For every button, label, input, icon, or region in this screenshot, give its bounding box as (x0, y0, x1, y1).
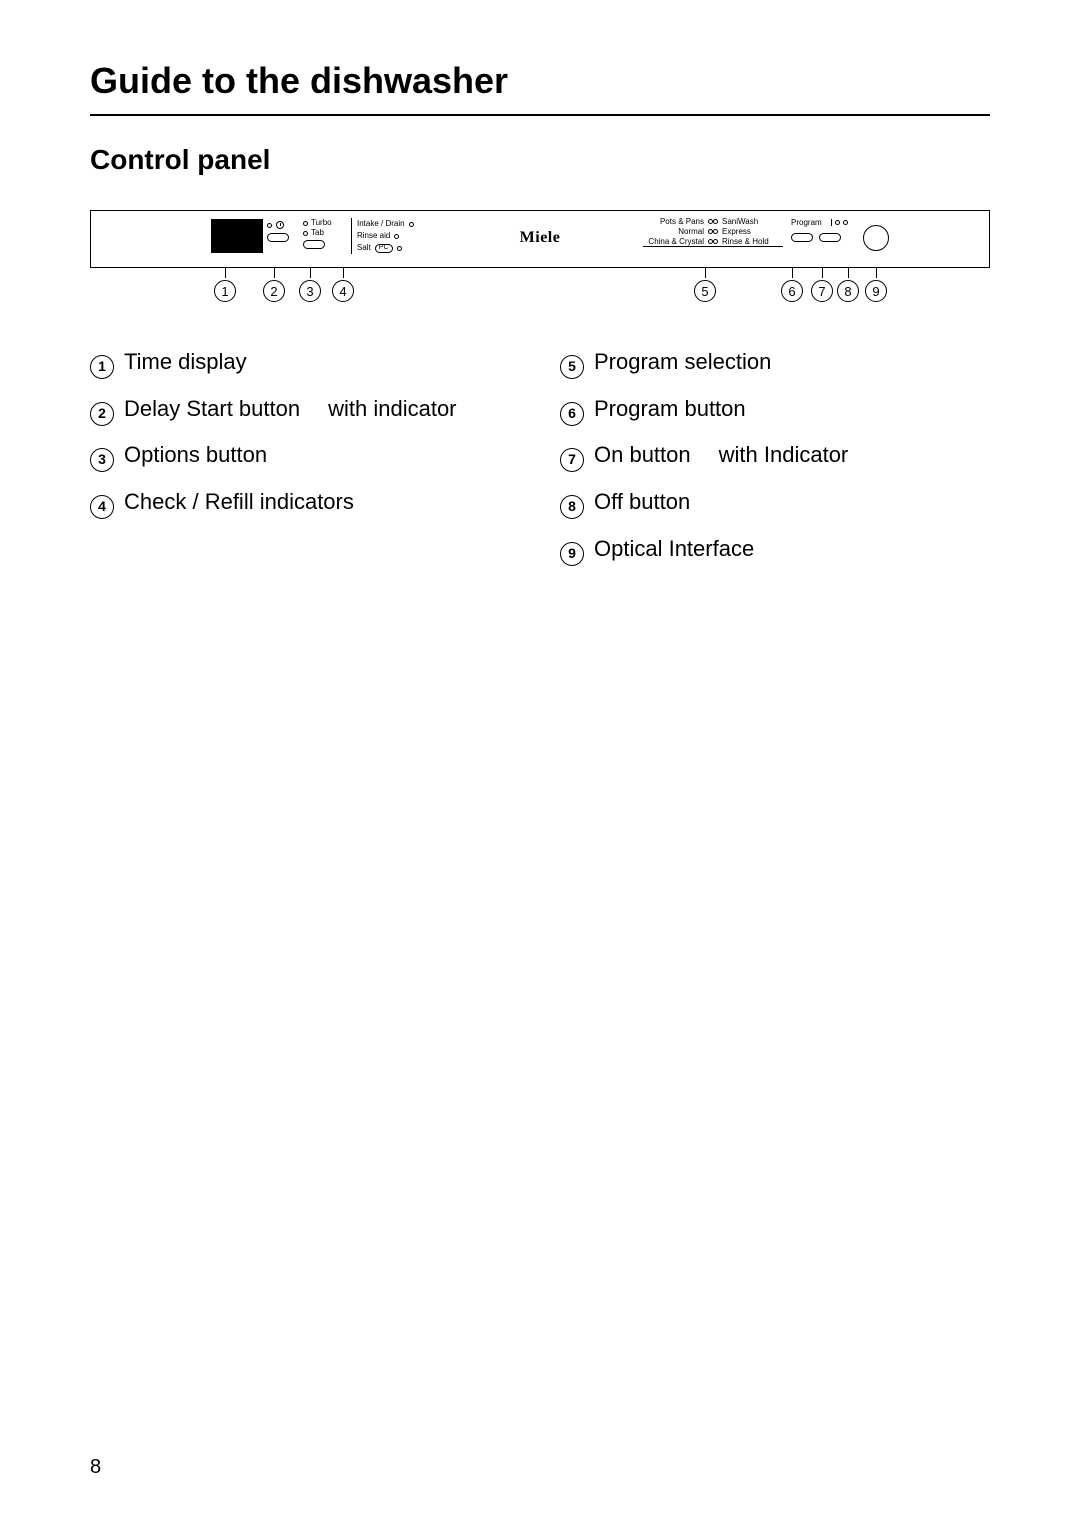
legend-text: Program button (594, 389, 746, 430)
callout-6: 6 (781, 268, 803, 302)
led-icon (409, 222, 414, 227)
program-right-label: Rinse & Hold (722, 238, 783, 248)
clock-icon (276, 221, 284, 229)
legend-secondary-text: with indicator (328, 396, 456, 421)
program-right-label: SaniWash (722, 218, 783, 227)
control-panel-outline: Turbo Tab Intake / Drain Rinse aid (90, 210, 990, 268)
legend-item-3: 3 Options button (90, 435, 520, 476)
led-icon (843, 220, 848, 225)
led-icon (303, 231, 308, 236)
title-rule (90, 114, 990, 116)
legend-text: On buttonwith Indicator (594, 435, 848, 476)
options-button (303, 240, 325, 249)
legend-item-8: 8 Off button (560, 482, 990, 523)
legend-item-7: 7 On buttonwith Indicator (560, 435, 990, 476)
legend-left-column: 1 Time display 2 Delay Start buttonwith ind… (90, 342, 520, 575)
legend-text: Program selection (594, 342, 771, 383)
callout-3: 3 (299, 268, 321, 302)
legend-number: 7 (560, 448, 584, 472)
program-led-pair (704, 238, 722, 248)
callout-1: 1 (214, 268, 236, 302)
legend-text: Optical Interface (594, 529, 754, 570)
led-icon (835, 220, 840, 225)
legend-number: 1 (90, 355, 114, 379)
program-selection-area: Pots & Pans SaniWash Normal Express China & … (643, 218, 783, 247)
program-left-label: Pots & Pans (643, 218, 704, 227)
legend-item-4: 4 Check / Refill indicators (90, 482, 520, 523)
legend-text: Off button (594, 482, 690, 523)
legend-number: 4 (90, 495, 114, 519)
callout-2: 2 (263, 268, 285, 302)
legend-item-1: 1 Time display (90, 342, 520, 383)
legend-item-2: 2 Delay Start buttonwith indicator (90, 389, 520, 430)
on-indicator-leds (831, 219, 848, 226)
legend-number: 9 (560, 542, 584, 566)
legend-item-5: 5 Program selection (560, 342, 990, 383)
callout-7: 7 (811, 268, 833, 302)
page-title: Guide to the dishwasher (90, 60, 990, 102)
led-icon (394, 234, 399, 239)
legend-right-column: 5 Program selection 6 Program button 7 On but… (560, 342, 990, 575)
legend-secondary-text: with Indicator (719, 442, 849, 467)
manual-page: Guide to the dishwasher Control panel Tu… (0, 0, 1080, 1529)
delay-start-area (267, 221, 301, 242)
intake-drain-label: Intake / Drain (357, 220, 405, 229)
legend-number: 2 (90, 402, 114, 426)
page-number: 8 (90, 1456, 101, 1479)
time-display (211, 219, 263, 253)
callout-row: 1234 5 6789 (90, 268, 990, 302)
led-icon (397, 246, 402, 251)
program-button (791, 233, 813, 242)
brand-logo: Miele (520, 229, 561, 247)
legend-item-6: 6 Program button (560, 389, 990, 430)
program-left-label: China & Crystal (643, 238, 704, 248)
legend-number: 6 (560, 402, 584, 426)
refill-indicator-area: Intake / Drain Rinse aid Salt PC (351, 218, 431, 254)
legend-text: Time display (124, 342, 247, 383)
callout-8: 8 (837, 268, 859, 302)
legend-item-9: 9 Optical Interface (560, 529, 990, 570)
control-panel-figure: Turbo Tab Intake / Drain Rinse aid (90, 210, 990, 302)
rinse-aid-label: Rinse aid (357, 232, 390, 241)
legend-number: 5 (560, 355, 584, 379)
legend: 1 Time display 2 Delay Start buttonwith ind… (90, 342, 990, 575)
program-left-label: Normal (643, 228, 704, 237)
legend-text: Check / Refill indicators (124, 482, 354, 523)
option-turbo-label: Turbo (311, 219, 332, 228)
delay-start-button (267, 233, 289, 242)
program-led-pair (704, 228, 722, 237)
callout-9: 9 (865, 268, 887, 302)
program-led-pair (704, 218, 722, 227)
callout-5: 5 (694, 268, 716, 302)
on-button (819, 233, 841, 242)
program-on-off-buttons (791, 233, 841, 242)
program-right-label: Express (722, 228, 783, 237)
led-icon (267, 223, 272, 228)
option-tab-label: Tab (311, 229, 324, 238)
callout-4: 4 (332, 268, 354, 302)
pc-chip: PC (375, 244, 393, 253)
section-title: Control panel (90, 144, 990, 176)
program-label: Program (791, 219, 822, 228)
legend-text: Options button (124, 435, 267, 476)
optical-interface-area (863, 225, 889, 251)
options-area: Turbo Tab (303, 218, 349, 249)
legend-number: 3 (90, 448, 114, 472)
legend-text: Delay Start buttonwith indicator (124, 389, 457, 430)
legend-number: 8 (560, 495, 584, 519)
salt-label: Salt (357, 244, 371, 253)
led-icon (303, 221, 308, 226)
optical-interface-button (863, 225, 889, 251)
